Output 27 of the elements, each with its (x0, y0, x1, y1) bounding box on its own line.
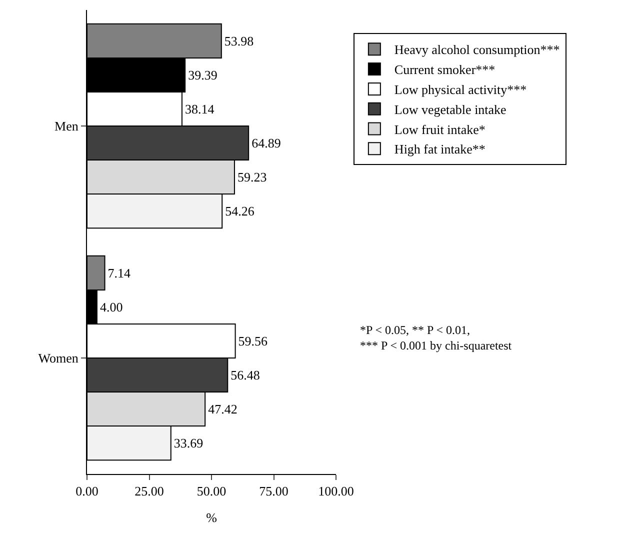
data-label: 64.89 (252, 136, 281, 151)
legend-label: High fat intake** (394, 142, 486, 157)
x-tick-label: 75.00 (259, 484, 288, 499)
data-label: 54.26 (225, 204, 255, 219)
legend-label: Low vegetable intake (394, 102, 507, 117)
data-label: 39.39 (188, 67, 218, 82)
data-label: 7.14 (108, 265, 132, 280)
x-axis-title: % (206, 510, 218, 526)
data-label: 59.23 (237, 170, 267, 185)
data-label: 38.14 (184, 101, 215, 116)
y-tick-label: Men (54, 118, 79, 134)
x-tick-label: 50.00 (196, 484, 226, 499)
x-tick-label: 0.00 (76, 484, 98, 499)
data-label: 33.69 (174, 436, 204, 451)
x-tick-label: 25.00 (134, 484, 164, 499)
x-tick-label: 100.00 (318, 484, 354, 499)
data-label: 47.42 (208, 402, 238, 417)
legend-label: Heavy alcohol consumption*** (394, 42, 560, 58)
y-tick-label: Women (38, 350, 79, 366)
data-label: 53.98 (224, 33, 254, 48)
data-label: 59.56 (238, 333, 268, 348)
legend-label: Low fruit intake* (394, 122, 486, 137)
text: *P < 0.05, ** P < 0.01, *** P < 0.001 by chi-squaretest (360, 323, 512, 353)
legend-label: Low physical activity*** (394, 82, 527, 98)
legend-label: Current smoker*** (394, 62, 496, 78)
data-label: 56.48 (230, 368, 260, 383)
data-label: 4.00 (100, 299, 123, 314)
